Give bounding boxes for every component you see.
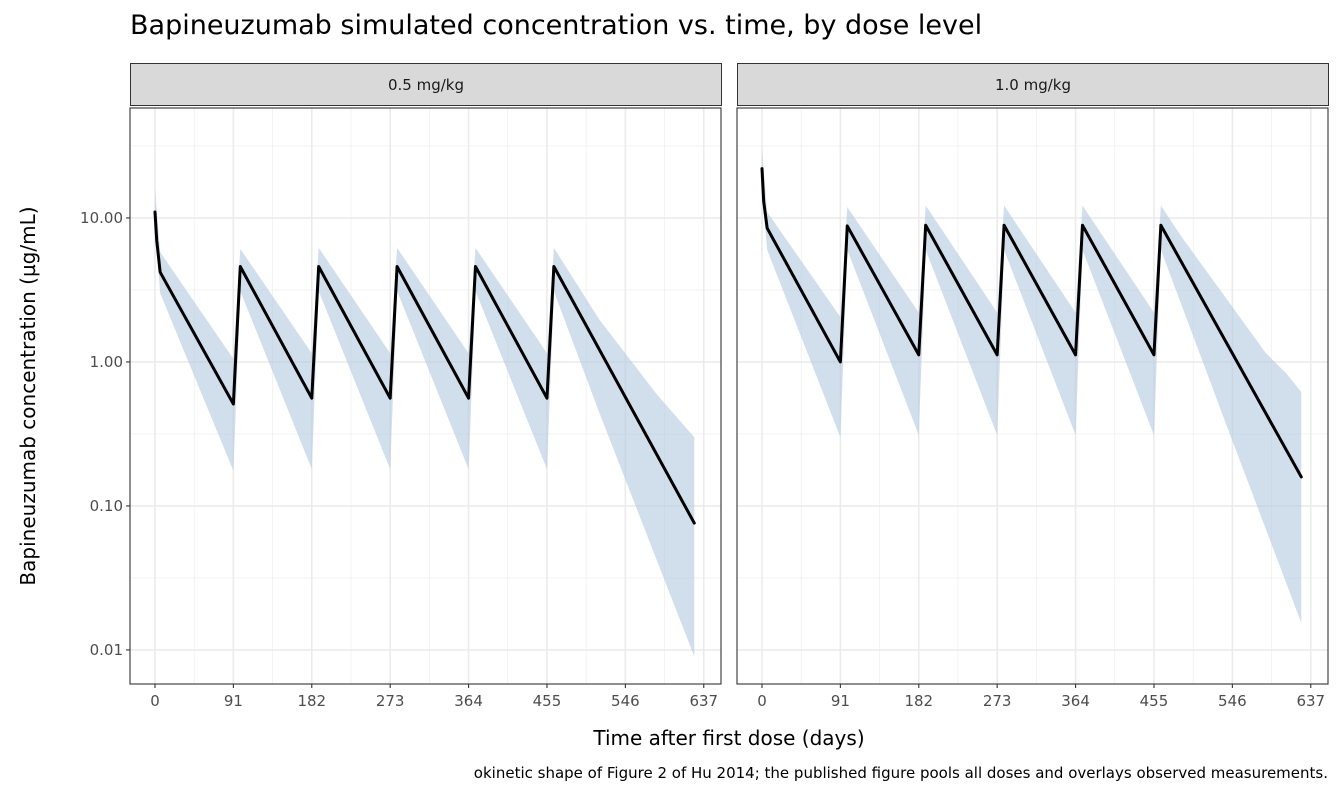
y-axis-title: Bapineuzumab concentration (µg/mL) [16, 206, 40, 586]
x-tick-label: 273 [983, 692, 1012, 710]
x-tick-label: 637 [1296, 692, 1325, 710]
y-tick-label: 0.01 [90, 641, 123, 659]
x-tick-label: 364 [1061, 692, 1090, 710]
x-tick-label: 364 [454, 692, 483, 710]
y-tick-label: 10.00 [80, 209, 123, 227]
x-tick-label: 455 [533, 692, 562, 710]
x-tick-label: 455 [1140, 692, 1169, 710]
panel-strip-label: 1.0 mg/kg [737, 63, 1329, 106]
x-axis-title: Time after first dose (days) [593, 726, 865, 750]
x-tick-label: 273 [376, 692, 405, 710]
panel-border [736, 107, 1329, 685]
confidence-band [761, 149, 1302, 623]
median-line [760, 167, 1303, 479]
x-tick-label: 546 [1218, 692, 1247, 710]
x-tick-label: 637 [689, 692, 718, 710]
x-tick-label: 182 [904, 692, 933, 710]
x-tick-label: 0 [150, 692, 160, 710]
panel-border [129, 107, 722, 685]
chart-title: Bapineuzumab simulated concentration vs.… [130, 10, 983, 41]
confidence-band [154, 188, 695, 657]
x-tick-label: 91 [224, 692, 243, 710]
x-tick-label: 182 [297, 692, 326, 710]
x-tick-label: 91 [831, 692, 850, 710]
x-tick-label: 546 [611, 692, 640, 710]
x-tick-label: 0 [757, 692, 767, 710]
caption: okinetic shape of Figure 2 of Hu 2014; t… [473, 764, 1328, 782]
median-line [153, 210, 696, 525]
y-tick-label: 1.00 [90, 353, 123, 371]
panel-strip-label: 0.5 mg/kg [130, 63, 722, 106]
y-tick-label: 0.10 [90, 497, 123, 515]
